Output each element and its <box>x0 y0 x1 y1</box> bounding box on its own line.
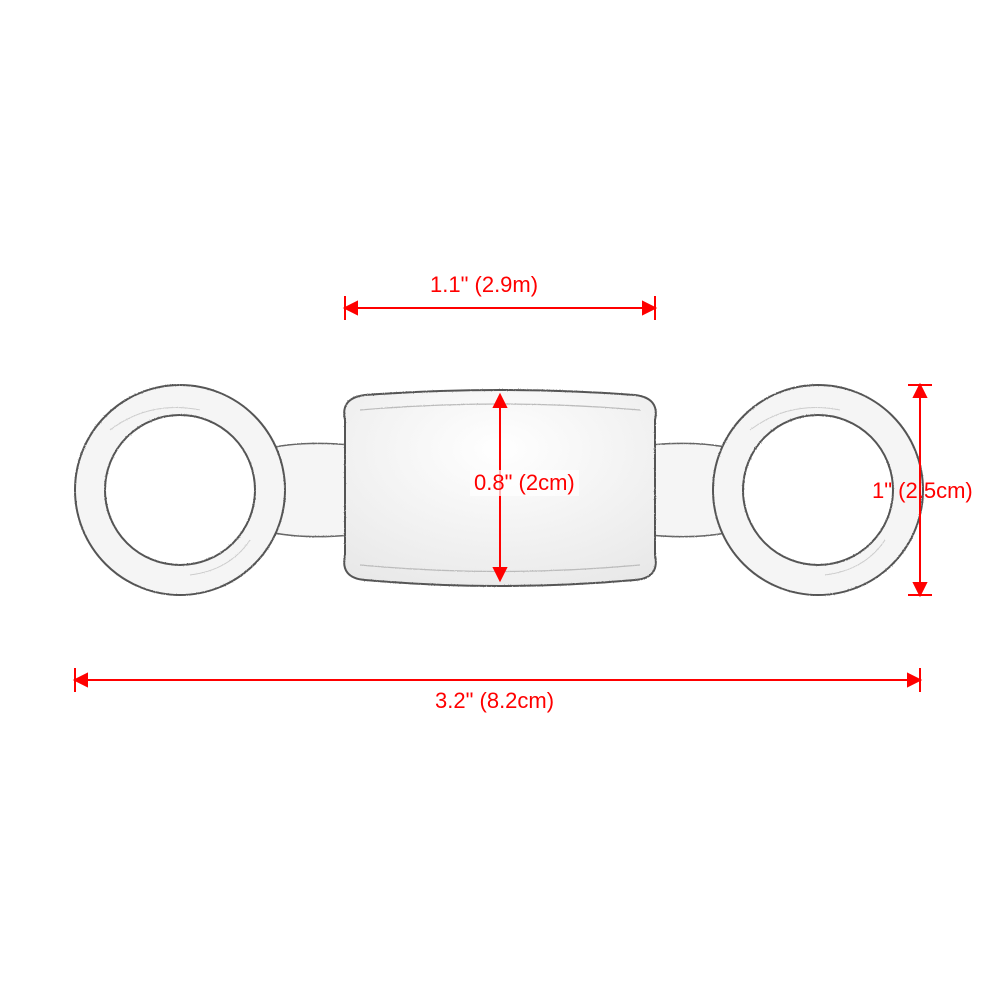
label-ring-diameter: 1" (2.5cm) <box>872 478 973 504</box>
label-plate-width: 1.1" (2.9m) <box>430 272 538 298</box>
dimension-overlay <box>0 0 1000 1000</box>
label-plate-height: 0.8" (2cm) <box>470 470 579 496</box>
diagram-canvas: 1.1" (2.9m) 0.8" (2cm) 1" (2.5cm) 3.2" (… <box>0 0 1000 1000</box>
label-overall-width: 3.2" (8.2cm) <box>435 688 554 714</box>
dim-plate-width <box>345 296 655 320</box>
